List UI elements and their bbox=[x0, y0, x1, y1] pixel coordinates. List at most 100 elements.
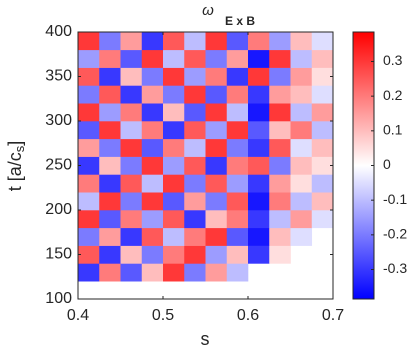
heatmap-cell bbox=[226, 85, 249, 104]
heatmap-cell bbox=[226, 192, 249, 211]
heatmap-cell bbox=[78, 138, 100, 157]
heatmap-cell bbox=[226, 263, 249, 282]
y-tick-label: 350 bbox=[45, 68, 72, 85]
heatmap-cell bbox=[120, 263, 143, 282]
heatmap-cell bbox=[99, 49, 121, 68]
heatmap-cell bbox=[120, 32, 143, 51]
heatmap-cell bbox=[141, 49, 164, 68]
heatmap-cell bbox=[78, 227, 100, 246]
heatmap-cell bbox=[226, 103, 249, 122]
heatmap-cell bbox=[248, 67, 270, 86]
heatmap-cell bbox=[78, 245, 100, 264]
colorbar-tick-label: -0.3 bbox=[383, 260, 407, 276]
heatmap-cell bbox=[290, 192, 313, 211]
heatmap-cell bbox=[226, 138, 249, 157]
heatmap-cell bbox=[290, 156, 313, 175]
heatmap-cell bbox=[163, 49, 185, 68]
heatmap-cell bbox=[184, 67, 206, 86]
heatmap-cell bbox=[141, 245, 164, 264]
heatmap-cell bbox=[248, 192, 270, 211]
heatmap-cell bbox=[226, 174, 249, 193]
heatmap-cell bbox=[226, 210, 249, 229]
heatmap-cell bbox=[163, 245, 185, 264]
heatmap-cell bbox=[99, 245, 121, 264]
heatmap-cell bbox=[248, 174, 270, 193]
heatmap-cell bbox=[184, 49, 206, 68]
colorbar-tick-label: 0.2 bbox=[383, 87, 403, 103]
heatmap-cell bbox=[269, 85, 291, 104]
heatmap-cell bbox=[226, 121, 249, 140]
heatmap-cell bbox=[290, 49, 313, 68]
heatmap-cell bbox=[184, 245, 206, 264]
heatmap-cell bbox=[163, 192, 185, 211]
heatmap-cell bbox=[205, 156, 228, 175]
x-axis-label: s bbox=[201, 329, 210, 349]
heatmap-cell bbox=[269, 49, 291, 68]
heatmap-cell bbox=[184, 156, 206, 175]
heatmap-cell bbox=[184, 210, 206, 229]
heatmap-cell bbox=[184, 103, 206, 122]
heatmap-cell bbox=[163, 263, 185, 282]
heatmap-cell bbox=[205, 210, 228, 229]
heatmap-cell bbox=[269, 121, 291, 140]
colorbar-tick-label: -0.1 bbox=[383, 191, 407, 207]
heatmap-cell bbox=[78, 263, 100, 282]
heatmap-cell bbox=[248, 156, 270, 175]
heatmap-cell bbox=[99, 67, 121, 86]
heatmap-cell bbox=[141, 156, 164, 175]
heatmap-cell bbox=[184, 227, 206, 246]
heatmap-cell bbox=[120, 138, 143, 157]
heatmap-cell bbox=[311, 210, 334, 229]
colorbar-tick-label: -0.2 bbox=[383, 226, 407, 242]
heatmap-cell bbox=[163, 210, 185, 229]
heatmap-cell bbox=[226, 156, 249, 175]
heatmap-cell bbox=[311, 138, 334, 157]
heatmap-cell bbox=[248, 138, 270, 157]
y-axis-label-sub: s bbox=[12, 145, 27, 152]
heatmap-cell bbox=[205, 85, 228, 104]
heatmap-cell bbox=[163, 103, 185, 122]
y-axis-label-end: ] bbox=[5, 141, 25, 146]
heatmap bbox=[78, 32, 334, 282]
heatmap-cell bbox=[120, 85, 143, 104]
heatmap-cell bbox=[269, 103, 291, 122]
heatmap-cell bbox=[99, 85, 121, 104]
chart-title-subscript: E x B bbox=[225, 14, 255, 28]
heatmap-cell bbox=[99, 227, 121, 246]
heatmap-cell bbox=[78, 49, 100, 68]
heatmap-cell bbox=[205, 192, 228, 211]
y-tick-label: 250 bbox=[45, 157, 72, 174]
heatmap-cell bbox=[248, 210, 270, 229]
heatmap-cell bbox=[184, 138, 206, 157]
heatmap-cell bbox=[141, 227, 164, 246]
heatmap-cell bbox=[99, 121, 121, 140]
heatmap-cell bbox=[226, 227, 249, 246]
heatmap-cell bbox=[226, 245, 249, 264]
heatmap-cell bbox=[99, 32, 121, 51]
heatmap-cell bbox=[311, 32, 334, 51]
heatmap-cell bbox=[269, 210, 291, 229]
heatmap-cell bbox=[141, 263, 164, 282]
heatmap-cell bbox=[99, 103, 121, 122]
heatmap-cell bbox=[120, 210, 143, 229]
colorbar-tick-label: 0 bbox=[383, 156, 391, 172]
heatmap-cell bbox=[248, 103, 270, 122]
heatmap-cell bbox=[269, 67, 291, 86]
heatmap-cell bbox=[141, 32, 164, 51]
heatmap-cell bbox=[311, 192, 334, 211]
heatmap-cell bbox=[311, 174, 334, 193]
heatmap-cell bbox=[311, 49, 334, 68]
heatmap-cell bbox=[78, 121, 100, 140]
heatmap-cell bbox=[184, 192, 206, 211]
heatmap-cell bbox=[311, 85, 334, 104]
heatmap-cell bbox=[120, 156, 143, 175]
heatmap-cell bbox=[141, 103, 164, 122]
y-tick-label: 150 bbox=[45, 246, 72, 263]
heatmap-cell bbox=[163, 174, 185, 193]
heatmap-cell bbox=[290, 32, 313, 51]
heatmap-cell bbox=[141, 121, 164, 140]
heatmap-cell bbox=[248, 85, 270, 104]
heatmap-cell bbox=[120, 245, 143, 264]
heatmap-cell bbox=[184, 174, 206, 193]
